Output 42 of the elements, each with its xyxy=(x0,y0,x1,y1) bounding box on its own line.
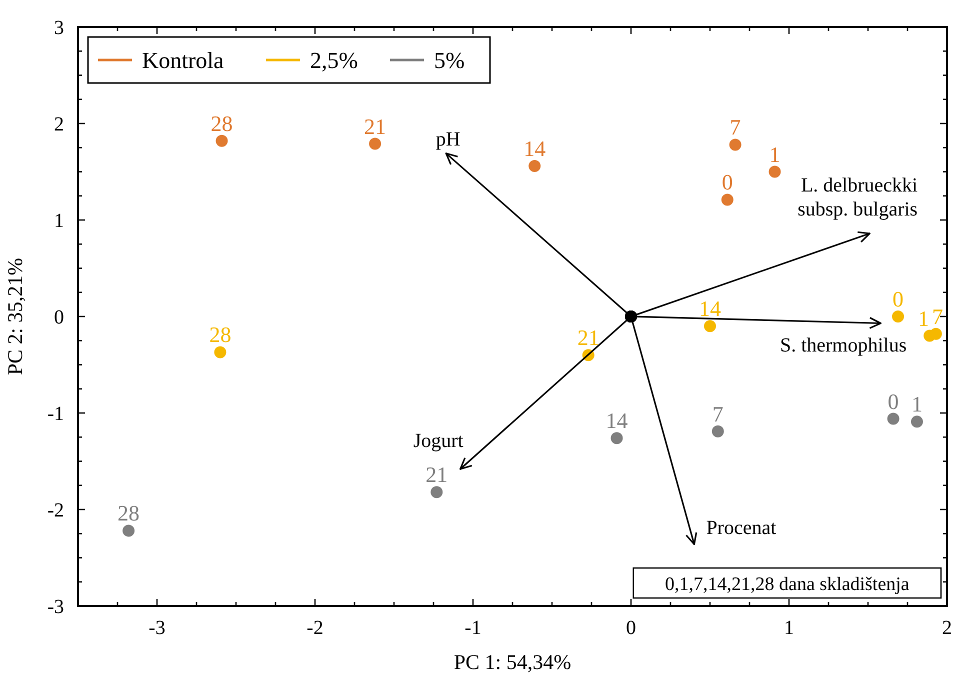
x-tick-label: 2 xyxy=(942,617,952,639)
series-label: pH xyxy=(436,128,460,150)
annotation: 7 xyxy=(932,304,943,329)
annotation: 1 xyxy=(769,142,780,167)
annotation: 14 xyxy=(699,296,721,322)
annotation: 0,1,7,14,21,28 dana skladištenja xyxy=(665,574,910,595)
x-tick-label: 1 xyxy=(784,617,794,639)
y-tick-label: 0 xyxy=(54,306,64,328)
x-tick-label: 0 xyxy=(626,617,636,639)
legend-label: 2,5% xyxy=(310,48,358,73)
annotation: 21 xyxy=(426,462,448,488)
annotation: 21 xyxy=(364,114,386,139)
annotation: 0 xyxy=(888,388,899,414)
y-tick-label: -2 xyxy=(47,500,64,522)
x-tick-label: -2 xyxy=(306,617,324,639)
annotation: 0 xyxy=(722,170,733,195)
series-label: S. thermophilus xyxy=(780,334,907,356)
series-label: L. delbrueckki subsp. bulgaris xyxy=(798,174,918,221)
annotation: 1 xyxy=(918,306,929,331)
series-label: Jogurt xyxy=(413,430,464,452)
y-tick-label: 1 xyxy=(54,210,64,232)
annotation: 28 xyxy=(209,322,232,348)
x-tick-label: -3 xyxy=(148,617,166,639)
x-axis-title: PC 1: 54,34% xyxy=(454,650,572,674)
y-tick-label: 2 xyxy=(54,114,64,136)
legend-label: Procenat xyxy=(706,517,777,540)
y-tick-label: 3 xyxy=(54,17,64,39)
annotation: 21 xyxy=(577,325,600,350)
annotation: 7 xyxy=(712,401,724,426)
x-tick-label: -1 xyxy=(464,617,482,639)
y-axis-title: PC 2: 35,21% xyxy=(3,258,27,376)
legend-label: Kontrola xyxy=(142,48,224,73)
legend-label: 5% xyxy=(434,48,465,73)
annotation: 28 xyxy=(118,500,140,526)
y-tick-label: -1 xyxy=(47,403,64,425)
annotation: 14 xyxy=(524,136,546,161)
y-tick-label: -3 xyxy=(47,596,64,618)
annotation: 7 xyxy=(730,114,741,140)
annotation: 1 xyxy=(911,392,922,417)
annotation: 0 xyxy=(892,286,904,312)
annotation: 28 xyxy=(210,110,233,136)
annotation: 14 xyxy=(606,408,628,434)
